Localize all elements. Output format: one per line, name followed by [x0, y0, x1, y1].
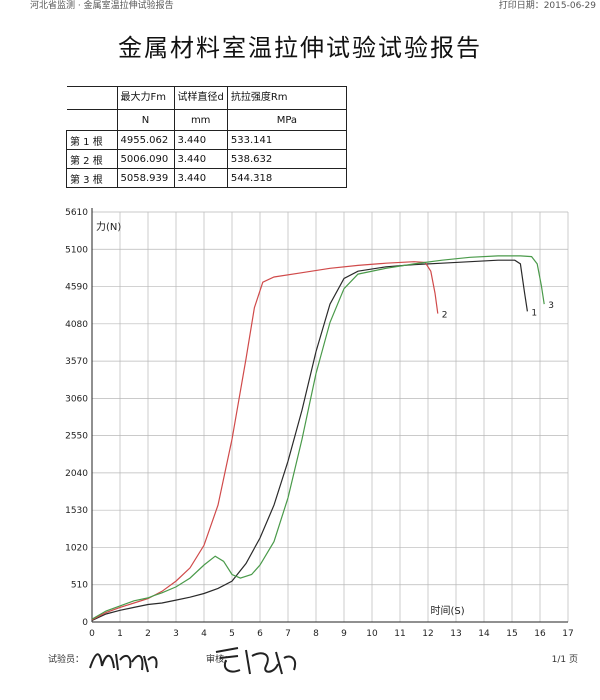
x-tick-label: 1 [117, 629, 123, 639]
x-tick-label: 2 [145, 629, 151, 639]
cell-fm: 5006.090 [116, 149, 175, 169]
x-tick-label: 0 [89, 629, 95, 639]
header-left-text: 河北省监测 · 金属室温拉伸试验报告 [30, 1, 174, 10]
unit-blank [66, 109, 118, 131]
force-time-chart: 0 1 2 3 4 5 6 7 8 9 10 11 12 13 14 15 16 1705101020153020… [65, 208, 574, 639]
series-end-label: 2 [442, 311, 448, 321]
x-tick-label: 17 [562, 629, 573, 639]
tester-signature [89, 653, 158, 673]
series-line-3 [91, 255, 545, 620]
x-tick-label: 5 [229, 629, 235, 639]
y-tick-label: 1530 [65, 506, 88, 516]
table-row: 第 2 根 5006.090 3.440 538.632 [66, 149, 347, 169]
row-label: 第 1 根 [66, 130, 118, 150]
page-number: 1/1 页 [551, 655, 578, 665]
reviewer-signature [215, 647, 296, 675]
report-title: 金属材料室温拉伸试验试验报告 [118, 34, 482, 62]
series-line-2 [91, 261, 439, 621]
print-date: 打印日期：2015-06-29 [498, 1, 596, 10]
y-tick-label: 4080 [65, 320, 88, 330]
cell-d: 3.440 [173, 130, 228, 150]
x-tick-label: 4 [201, 629, 207, 639]
header-tensile-strength: 抗拉强度Rm [226, 86, 347, 110]
x-tick-label: 15 [506, 629, 517, 639]
y-tick-label: 2550 [65, 432, 88, 442]
cell-d: 3.440 [173, 149, 228, 169]
x-tick-label: 14 [478, 629, 490, 639]
table-row: 第 3 根 5058.939 3.440 544.318 [66, 168, 347, 188]
unit-diameter: mm [173, 109, 228, 131]
x-tick-label: 12 [422, 629, 433, 639]
header-max-force: 最大力Fm [116, 86, 175, 110]
cell-fm: 5058.939 [116, 168, 175, 188]
y-tick-label: 0 [82, 618, 88, 628]
cell-rm: 538.632 [226, 149, 347, 169]
y-tick-label: 1020 [65, 543, 88, 553]
header-diameter: 试样直径d [173, 86, 228, 110]
y-tick-label: 5610 [65, 208, 88, 218]
x-tick-label: 8 [313, 629, 319, 639]
y-axis-label: 力(N) [96, 220, 121, 233]
series-line-1 [91, 259, 528, 622]
y-tick-label: 3570 [65, 357, 88, 367]
x-tick-label: 7 [285, 629, 291, 639]
y-tick-label: 4590 [65, 283, 88, 293]
unit-strength: MPa [226, 109, 347, 131]
x-tick-label: 6 [257, 629, 263, 639]
x-tick-label: 3 [173, 629, 179, 639]
cell-rm: 533.141 [226, 130, 347, 150]
x-tick-label: 10 [366, 629, 378, 639]
y-tick-label: 2040 [65, 469, 88, 479]
row-label: 第 2 根 [66, 149, 118, 169]
cell-rm: 544.318 [226, 168, 347, 188]
table-header-row: 最大力Fm 试样直径d 抗拉强度Rm [66, 86, 347, 110]
cell-d: 3.440 [173, 168, 228, 188]
x-tick-label: 11 [394, 629, 405, 639]
y-tick-label: 3060 [65, 394, 88, 404]
results-table: 最大力Fm 试样直径d 抗拉强度Rm N mm MPa 第 1 根 4955.0… [66, 86, 347, 188]
x-tick-label: 13 [450, 629, 461, 639]
series-end-label: 3 [548, 301, 554, 311]
y-tick-label: 5100 [65, 245, 88, 255]
unit-force: N [116, 109, 175, 131]
row-label: 第 3 根 [66, 168, 118, 188]
header-strip: 河北省监测 · 金属室温拉伸试验报告 打印日期：2015-06-29 [0, 0, 600, 10]
x-axis-label: 时间(S) [431, 604, 465, 617]
table-corner-cell [66, 86, 118, 110]
y-tick-label: 510 [71, 581, 88, 591]
table-row: 第 1 根 4955.062 3.440 533.141 [66, 130, 347, 150]
tester-label: 试验员： [48, 655, 85, 665]
x-tick-label: 9 [341, 629, 347, 639]
cell-fm: 4955.062 [116, 130, 175, 150]
series-end-label: 1 [531, 308, 537, 318]
x-tick-label: 16 [534, 629, 546, 639]
table-unit-row: N mm MPa [66, 109, 347, 131]
reviewer-label: 审核： [206, 655, 234, 665]
